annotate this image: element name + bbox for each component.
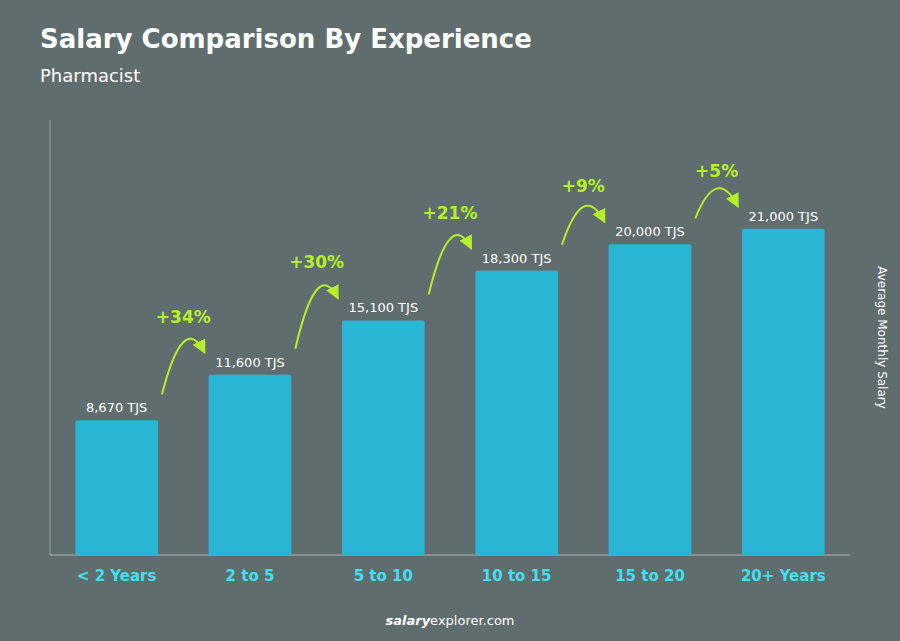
chart: Salary Comparison By Experience Pharmacis…	[0, 0, 900, 641]
x-tick-label: < 2 Years	[77, 567, 157, 585]
bar	[75, 420, 158, 555]
x-tick-label: 20+ Years	[741, 567, 826, 585]
change-arrow	[562, 206, 605, 245]
data-label: 21,000 TJS	[749, 209, 819, 224]
data-label: 11,600 TJS	[215, 355, 285, 370]
title: Salary Comparison By Experience	[40, 24, 532, 54]
data-label: 15,100 TJS	[349, 300, 419, 315]
x-axis-line	[50, 555, 850, 556]
background	[0, 0, 900, 641]
change-arrow	[695, 188, 738, 218]
x-tick-label: 5 to 10	[354, 567, 413, 585]
bar	[209, 375, 292, 555]
change-arrow	[295, 285, 338, 349]
chart-container: Salary Comparison By Experience Pharmacis…	[0, 0, 900, 641]
change-arrow	[429, 235, 472, 294]
data-label: 8,670 TJS	[86, 400, 147, 415]
y-axis-label: Average Monthly Salary	[875, 266, 889, 409]
subtitle: Pharmacist	[40, 65, 140, 86]
bars	[75, 229, 824, 555]
annotation: +30%	[289, 252, 344, 272]
annotation: +5%	[695, 161, 738, 181]
change-arrow	[162, 339, 205, 395]
data-label: 18,300 TJS	[482, 251, 552, 266]
source-part: salary	[385, 613, 430, 628]
source: salaryexplorer.com	[385, 613, 514, 628]
data-label: 20,000 TJS	[615, 224, 685, 239]
annotation: +21%	[423, 203, 478, 223]
x-tick-label: 10 to 15	[482, 567, 552, 585]
source-part: explorer.com	[430, 613, 514, 628]
bar	[609, 244, 692, 555]
bar	[742, 229, 825, 555]
x-tick-label: 2 to 5	[226, 567, 275, 585]
y-axis-line	[50, 120, 51, 555]
bar	[475, 271, 558, 555]
annotation: +9%	[562, 176, 605, 196]
bar	[342, 320, 425, 555]
x-tick-label: 15 to 20	[615, 567, 685, 585]
annotation: +34%	[156, 307, 211, 327]
